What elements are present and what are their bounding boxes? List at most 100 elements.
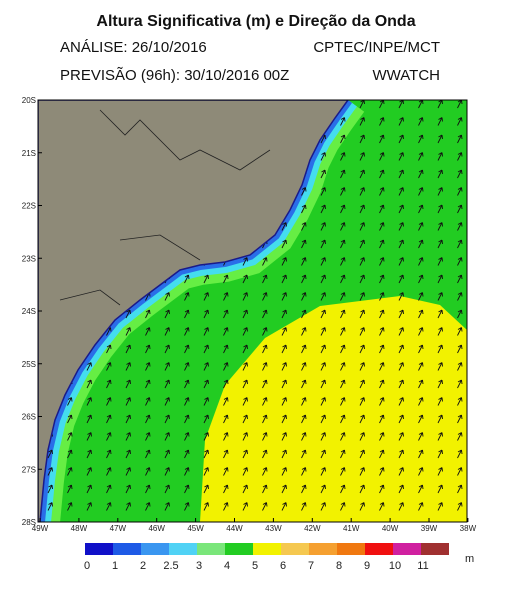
wave-arrow [320,204,326,214]
wave-arrow [379,274,385,284]
lon-label: 49W [32,524,49,533]
wave-arrow [340,327,346,336]
wave-arrow [125,502,131,511]
lon-label: 45W [187,524,204,533]
legend: 0 1 2 2.5 3 4 5 6 7 8 9 10 11 [84,543,449,572]
wave-arrow [203,502,209,511]
wave-arrow [320,502,326,511]
wave-arrow [106,379,112,389]
wave-arrow [457,187,463,196]
wave-arrow [340,502,346,511]
wave-arrow [301,309,307,319]
lon-label: 44W [226,524,243,533]
wave-arrow [67,502,73,511]
lat-label: 25S [22,360,36,369]
legend-label: 6 [280,560,286,572]
wave-arrow [340,484,346,494]
wave-arrow [106,502,112,511]
wave-arrow [359,432,365,441]
wave-arrow [164,414,170,424]
legend-swatch [393,543,421,555]
wave-arrow [398,134,404,144]
legend-swatch [113,543,141,555]
wave-arrow [457,222,463,231]
wave-arrow [340,169,346,179]
wave-arrow [223,449,229,459]
wave-arrow [184,467,190,476]
wave-arrow [359,169,365,179]
wave-arrow [340,309,346,319]
wave-arrow [398,414,404,424]
state-borders [59,109,271,306]
wave-arrow [437,187,443,196]
wave-arrow [359,274,365,284]
wave-arrow [437,292,443,301]
wave-arrow [418,379,424,389]
wave-arrow [281,327,287,336]
wave-arrow [359,257,365,266]
wave-arrow [262,327,268,336]
wave-arrow [437,117,443,126]
wave-arrow [281,467,287,476]
wave-arrow [125,449,131,459]
wave-arrow [340,204,346,214]
wave-arrow [281,292,287,301]
wave-arrow [320,152,326,161]
wave-arrow [301,292,307,301]
wave-arrow [106,467,112,476]
wave-arrow [242,432,248,441]
wave-arrow [457,484,463,494]
model: WWATCH [373,67,440,84]
wave-arrow [262,484,268,494]
wave-arrow [164,432,170,441]
wave-arrow [47,502,53,511]
wave-arrow [437,274,443,284]
wave-arrow [86,502,92,511]
lat-label: 22S [22,202,36,211]
wave-arrow [398,309,404,319]
wave-arrow [359,292,365,301]
wave-arrow [184,484,190,494]
legend-swatch [141,543,169,555]
wave-arrow [437,134,443,144]
wave-arrow [164,379,170,389]
wave-arrow [281,379,287,389]
wave-arrow [437,432,443,441]
wave-arrow [106,397,112,406]
wave-arrow [320,414,326,424]
wave-arrow [340,134,346,144]
wave-arrow [398,344,404,354]
wave-arrow [437,169,443,179]
wave-arrow [86,449,92,459]
wave-arrow [398,187,404,196]
wave-arrow [301,327,307,336]
wave-arrow [145,484,151,494]
legend-label: 8 [336,560,342,572]
wave-arrow [398,222,404,231]
wave-arrow [379,362,385,371]
wave-arrow [320,309,326,319]
wave-arrow [379,344,385,354]
wave-arrow [340,397,346,406]
wave-arrow [67,397,73,406]
wave-arrow [223,362,229,371]
wave-arrow [457,239,463,249]
lon-label: 38W [460,524,477,533]
wave-arrow [203,449,209,459]
wave-arrow [359,467,365,476]
wave-arrow [145,432,151,441]
wave-arrow [242,484,248,494]
wave-arrow [418,239,424,249]
wave-arrow [457,274,463,284]
wave-arrow [86,484,92,494]
legend-label: 2.5 [163,560,178,572]
wave-arrow [418,257,424,266]
wave-arrow [223,484,229,494]
legend-label: 10 [389,560,401,572]
wave-arrow [418,344,424,354]
wave-arrow [320,449,326,459]
wave-arrow [320,274,326,284]
wave-arrow [340,222,346,231]
wave-arrow [418,222,424,231]
